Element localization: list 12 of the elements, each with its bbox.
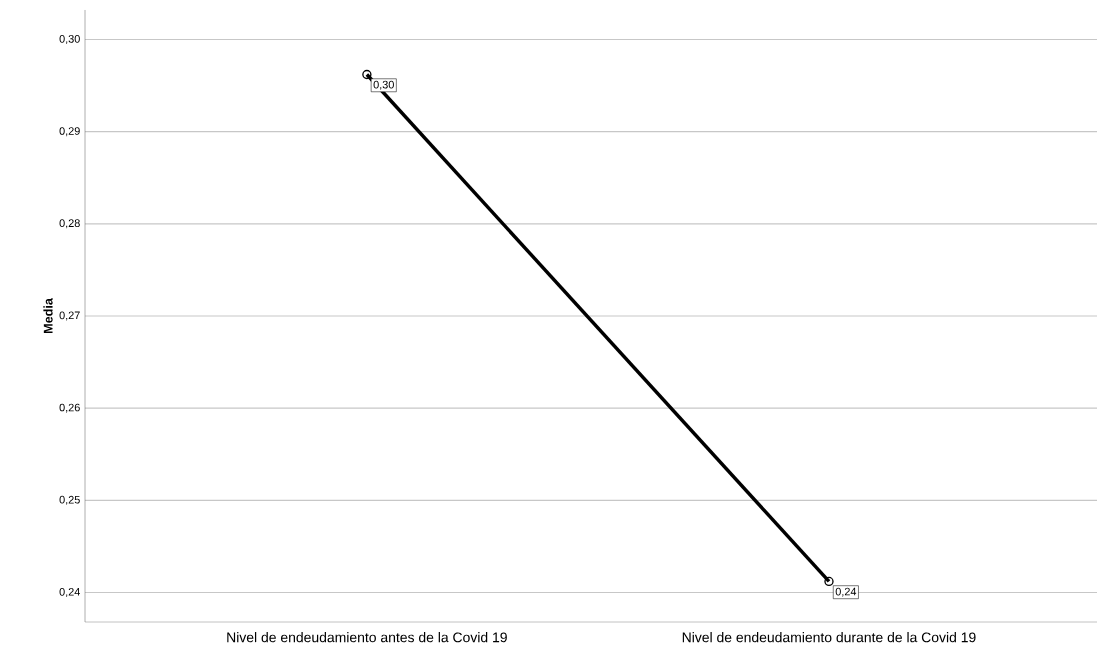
- y-tick-label: 0,30: [59, 34, 80, 44]
- y-tick-label: 0,28: [59, 219, 80, 229]
- y-axis-title: Media: [43, 298, 53, 334]
- y-tick-label: 0,29: [59, 127, 80, 137]
- x-tick-label: Nivel de endeudamiento durante de la Covid 19: [682, 632, 976, 643]
- y-tick-label: 0,25: [59, 495, 80, 505]
- y-tick-label: 0,24: [59, 588, 80, 598]
- y-tick-label: 0,26: [59, 403, 80, 413]
- data-label: 0,30: [373, 80, 394, 90]
- x-tick-label: Nivel de endeudamiento antes de la Covid 19: [227, 632, 507, 643]
- data-label: 0,24: [835, 587, 857, 597]
- y-tick-label: 0,27: [59, 311, 80, 321]
